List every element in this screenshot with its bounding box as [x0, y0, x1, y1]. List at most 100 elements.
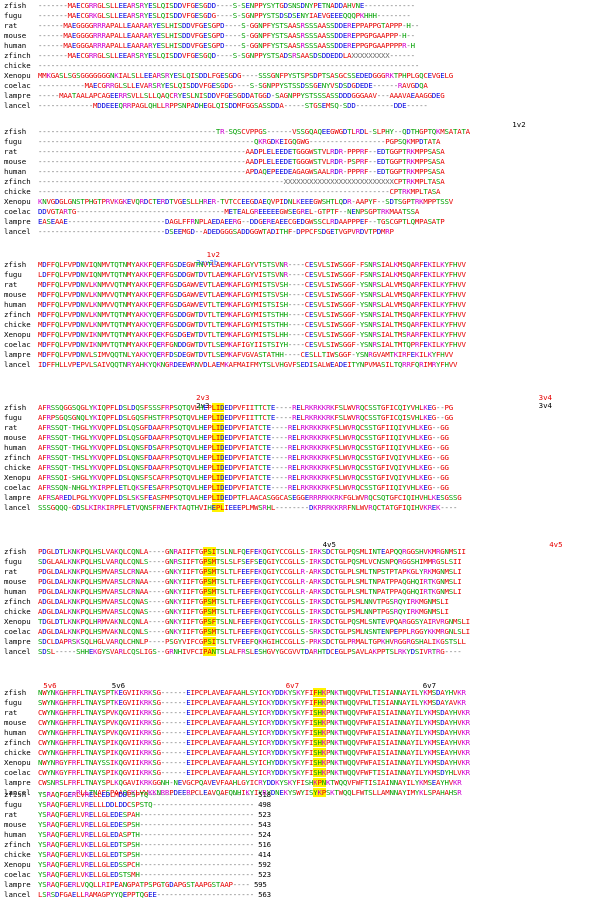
sequence-row: zfinch CWYNKGHFRFLTNAYSPIKQGVIIKRKSG-----… — [4, 738, 594, 748]
alignment-block: zfish NWYNKGHFRFLTNAYSPTKEGVIIKRKSG------… — [4, 688, 594, 798]
sequence-row: rat MDFFQLFVPDNVLKNMVVQTNMYAKKFQERFGSDGAW… — [4, 280, 594, 290]
sequence-residues: ------------------------------DSEEMGD--A… — [38, 227, 394, 236]
sequence-row: zfish -----------------------------------… — [4, 127, 594, 137]
sequence-row: chicke ADGLDALKNKPQLHSMVARSLCQNAS----GNKY… — [4, 607, 594, 617]
species-name: rat — [4, 280, 18, 289]
region-annotation: 2av2b — [196, 258, 219, 267]
species-name: zfish — [4, 127, 27, 136]
species-name: coelac — [4, 768, 31, 777]
sequence-residues: LDFFQLFVPDNVIQNMVTQTNMYAKKFQERFGSDDGWTDV… — [38, 270, 466, 279]
alignment-block: zfish AFRSSQGGSQGLYKIQPFLDSLDQSFSSSFRPSQT… — [4, 403, 594, 513]
species-name: rat — [4, 147, 18, 156]
sequence-row: fugu LDFFQLFVPDNVIQNMVTQTNMYAKKFQERFGSDDG… — [4, 270, 594, 280]
species-name: Xenopu — [4, 330, 31, 339]
sequence-row: lampre MDFFQLFVPDNVLSIMVQQTNLYAKKYQERFDSD… — [4, 350, 594, 360]
sequence-row: chicke YSRAQFGERLVKELLGLEDTSPSH----------… — [4, 850, 594, 860]
species-name: zfish — [4, 790, 27, 799]
sequence-row: rat PDGLDALKNKPQLHSMVARSLCRNAA----GNKYIIF… — [4, 567, 594, 577]
sequence-row: zfinch MDFFQLFVPDNVLKNMVTQTNMYAKKYQERFGSD… — [4, 310, 594, 320]
species-name: chicke — [4, 850, 31, 859]
species-name: mouse — [4, 31, 27, 40]
sequence-residues: -----MAATAALAPCAGEERRSVLLSLLQAQCRYESLNIS… — [38, 91, 445, 100]
species-name: rat — [4, 423, 18, 432]
species-name: chicke — [4, 320, 31, 329]
sequence-row: chicke ----------------------------------… — [4, 61, 594, 71]
sequence-residues: YSRAQFGERLVKELLGLEDTSPSH----------------… — [38, 850, 271, 859]
sequence-residues: YSRAQFGERLVRELLGLEDSSPCH----------------… — [38, 860, 271, 869]
species-name: zfinch — [4, 738, 31, 747]
species-name: zfinch — [4, 51, 31, 60]
species-name: mouse — [4, 157, 27, 166]
sequence-residues: AFRSSQT-THGLYKVQPFLDSLQSGFDAAFRPSQTQVLHE… — [38, 423, 449, 432]
sequence-residues: PDGLDALKNKPQLHSMVARSLCRNAA----GNKYIIFTGP… — [38, 577, 462, 586]
sequence-residues: AFRSSQGGSQGLYKIQPFLDSLDQSFSSSFRPSQTQVLHE… — [38, 403, 453, 412]
sequence-row: lampre -----MAATAALAPCAGEERRSVLLSLLQAQCRY… — [4, 91, 594, 101]
sequence-row: mouse AFRSSQT-THGLYKVQPFLDSLQSGFDAAFRPSQT… — [4, 433, 594, 443]
species-name: zfish — [4, 688, 27, 697]
region-annotation: 3v4 — [538, 393, 552, 402]
species-name: chicke — [4, 61, 31, 70]
sequence-residues: YSRAQFGERLVRELLGLEDESPAH----------------… — [38, 810, 271, 819]
sequence-residues: ----------------------------------------… — [38, 137, 441, 146]
species-name: fugu — [4, 11, 22, 20]
species-name: zfinch — [4, 597, 31, 606]
sequence-residues: ------MAEGGGGRRRAPALLEAARARYESLHISDDVFGE… — [38, 31, 415, 40]
sequence-residues: CWYNKGHFRFLTNAYSPVKQGVIIKRKSG------EIPCP… — [38, 718, 470, 727]
sequence-row: chicke CWYNKGHFRFLTNAYSPIKQGVIIKRKSG-----… — [4, 748, 594, 758]
species-name: lampre — [4, 350, 31, 359]
sequence-row: lampre AFRSAREDLPGLYKVQPFLDSLSKSFEASFMPSQ… — [4, 493, 594, 503]
species-name: chicke — [4, 463, 31, 472]
species-name: human — [4, 167, 27, 176]
species-name: zfish — [4, 547, 27, 556]
sequence-residues: IDFFHLLVPEPVLSAIVQQTNRYAHKYQKNGRDEEWRNVD… — [38, 360, 458, 369]
sequence-residues: ----------------------------------------… — [38, 147, 445, 156]
sequence-residues: CWSNRSLFRFLTNAYSPLKQGAVIKRKGGNH-NEVGCPQA… — [38, 778, 462, 787]
sequence-residues: ------MAEGGGARRRAPALLEAARARYESLHISDDVFGE… — [38, 41, 415, 50]
species-name: lampre — [4, 778, 31, 787]
sequence-row: zfish MDFFQLFVPDNVIQNMVTQTNMYAKKFQERFGSDE… — [4, 260, 594, 270]
species-name: lancel — [4, 890, 31, 899]
region-annotation: 2v3 — [196, 393, 210, 402]
sequence-residues: AFRPSGQSGNQLYKIQPFLDSLGQSFHSTFRPSQTQVLHE… — [38, 413, 453, 422]
sequence-row: zfinch -------MAECGRRGLSLLEEARSRYESLQISDD… — [4, 51, 594, 61]
species-name: lampre — [4, 637, 31, 646]
sequence-residues: AFRSSQN-NHGLYKIRPFLETLQKSFESAFRPSQTQVLHE… — [38, 483, 449, 492]
sequence-residues: MDFFQLFVPDNVLSIMVQQTNLYAKKYQERFDSDEGWTDV… — [38, 350, 453, 359]
sequence-row: lancel IDFFHLLVPEPVLSAIVQQTNRYAHKYQKNGRDE… — [4, 360, 594, 370]
species-name: fugu — [4, 270, 22, 279]
species-name: human — [4, 300, 27, 309]
sequence-residues: YSRAQFGERLVKELLGLEDTSPSH----------------… — [38, 840, 271, 849]
species-name: coelac — [4, 81, 31, 90]
sequence-row: coelac CWYNKGYFRFLTNAYSPIKQGVIIKRKSG-----… — [4, 768, 594, 778]
region-annotation: 5v6 — [111, 681, 126, 690]
sequence-row: Xenopu MMKGASLSGSGGGGGGGNKIALSLLEEARSRYES… — [4, 71, 594, 81]
sequence-row: human YSRAQFGERLVRELLGLEDASPTH-----------… — [4, 830, 594, 840]
sequence-row: coelac DDVGTARTG-------------------------… — [4, 207, 594, 217]
species-name: lancel — [4, 788, 31, 797]
sequence-residues: YSRAQFGERLVRELLGLEDESPSH----------------… — [38, 820, 271, 829]
sequence-residues: ADGLDALKNKPQLHSMVAKNLCQNLS----GNKYIIFTGP… — [38, 627, 470, 636]
alignment-block: zfish YSRAQFGERLVRELLEDLMDDCSPTQ---------… — [4, 790, 594, 900]
sequence-residues: -------MAECGRRGLSLLEEARSRYESLQISDDVFGESG… — [38, 51, 415, 60]
species-name: human — [4, 587, 27, 596]
species-name: chicke — [4, 748, 31, 757]
species-name: zfish — [4, 403, 27, 412]
sequence-residues: MDFFQLFVPDNVLKNMVTQTNMYAKKYQERFGSDDGWTDV… — [38, 310, 466, 319]
species-name: coelac — [4, 627, 31, 636]
sequence-residues: -----------MAECGRRGLSLLEVARSRYESLQISDDVF… — [38, 81, 428, 90]
sequence-row: human -----------------------------------… — [4, 167, 594, 177]
sequence-row: lancel LSRSDFGAELLRAMAGPYYQEPPTQGEE------… — [4, 890, 594, 900]
sequence-residues: YSRAQFGERLVRELLLDDLDDCSPSTQ-------------… — [38, 800, 271, 809]
sequence-row: mouse -----------------------------------… — [4, 157, 594, 167]
species-name: zfinch — [4, 177, 31, 186]
sequence-residues: SDSL-----SHHEKGYSVARLCQSLIGS--GRNHIVFCIP… — [38, 647, 462, 656]
species-name: zfinch — [4, 453, 31, 462]
sequence-residues: SWYNKGHFRFLTNAYSPTKEGVIIKRKSG------EIPCP… — [38, 698, 466, 707]
species-name: fugu — [4, 800, 22, 809]
species-name: chicke — [4, 187, 31, 196]
sequence-row: Xenopu AFRSSQI-SHGLYKVQPFLDSLQNSFSCAFRPSQ… — [4, 473, 594, 483]
sequence-row: zfinch ----------------------------------… — [4, 177, 594, 187]
sequence-row: mouse ------MAEGGGGRRRAPALLEAARARYESLHISD… — [4, 31, 594, 41]
sequence-row: coelac ADGLDALKNKPQLHSMVAKNLCQNLS----GNKY… — [4, 627, 594, 637]
species-name: Xenopu — [4, 473, 31, 482]
